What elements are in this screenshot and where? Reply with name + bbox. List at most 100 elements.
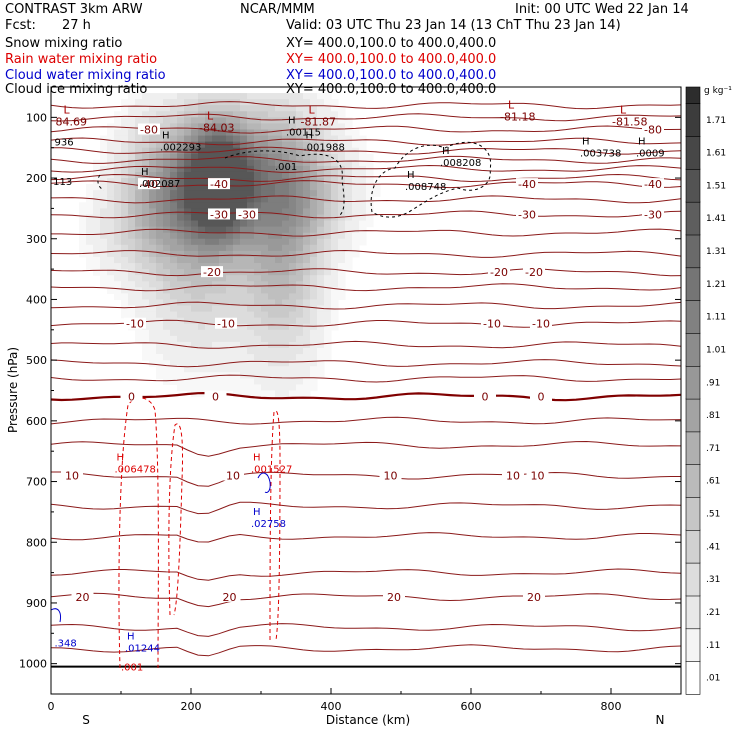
snow-cell (135, 305, 143, 313)
snow-cell (282, 275, 290, 282)
snow-cell (268, 348, 276, 355)
snow-cell (289, 269, 297, 276)
colorbar-level-label: 1.71 (706, 116, 726, 126)
low-value-label: -81.87 (301, 115, 336, 128)
snow-cell (212, 250, 220, 258)
snow-cell (240, 250, 248, 258)
snow-cell (212, 244, 220, 252)
snow-cell (233, 111, 241, 118)
snow-cell (233, 232, 241, 240)
snow-cell (149, 117, 157, 125)
isotherm-line (51, 391, 681, 402)
snow-cell (149, 341, 157, 349)
snow-cell (345, 117, 353, 125)
snow-cell (170, 244, 178, 252)
snow-cell (191, 360, 199, 367)
snow-cell (205, 147, 213, 155)
snow-cell (170, 129, 178, 137)
colorbar-swatch (685, 628, 701, 662)
snow-cell (177, 311, 185, 319)
snow-cell (184, 269, 192, 276)
snow-cell (289, 390, 297, 398)
snow-cell (100, 281, 108, 288)
snow-cell (247, 250, 255, 258)
snow-cell (128, 147, 136, 155)
snow-cell (310, 123, 318, 131)
snow-cell (135, 99, 143, 106)
snow-cell (331, 263, 339, 270)
snow-cell (191, 135, 199, 143)
snow-cell (156, 341, 164, 349)
y-tick-label: 300 (26, 233, 47, 246)
snow-cell (163, 141, 171, 149)
snow-cell (191, 299, 199, 307)
snow-cell (156, 105, 164, 112)
snow-cell (296, 117, 304, 125)
snow-cell (282, 117, 290, 125)
snow-cell (268, 220, 276, 228)
snow-cell (149, 220, 157, 228)
snow-cell (205, 159, 213, 167)
snow-cell (219, 232, 227, 240)
snow-cell (275, 348, 283, 355)
temperature-label: -40 (518, 178, 536, 191)
snow-cell (212, 287, 220, 294)
snow-cell (149, 159, 157, 167)
snow-cell (107, 178, 115, 185)
snow-cell (345, 184, 353, 191)
snow-cell (331, 317, 339, 325)
snow-cell (359, 190, 367, 197)
snow-cell (289, 141, 297, 149)
snow-cell (352, 220, 360, 228)
snow-cell (303, 208, 311, 216)
snow-cell (282, 263, 290, 270)
snow-cell (261, 117, 269, 125)
snow-cell (289, 117, 297, 125)
snow-cell (191, 335, 199, 343)
snow-cell (282, 384, 290, 392)
snow-cell (184, 93, 192, 100)
snow-cell (233, 196, 241, 203)
snow-cell (240, 220, 248, 228)
snow-cell (338, 226, 346, 234)
snow-cell (205, 117, 213, 125)
snow-cell (303, 220, 311, 228)
snow-cell (198, 384, 206, 392)
colorbar-level-label: 1.11 (706, 313, 726, 323)
snow-cell (352, 226, 360, 234)
snow-cell (331, 256, 339, 264)
snow-cell (170, 190, 178, 197)
snow-cell (254, 378, 262, 386)
snow-cell (282, 354, 290, 361)
snow-cell (107, 208, 115, 216)
snow-cell (212, 171, 220, 179)
snow-cell (100, 208, 108, 216)
snow-cell (100, 165, 108, 173)
snow-cell (226, 341, 234, 349)
snow-cell (303, 165, 311, 173)
snow-cell (289, 384, 297, 392)
snow-cell (184, 299, 192, 307)
snow-cell (191, 117, 199, 125)
snow-cell (170, 202, 178, 209)
snow-cell (170, 269, 178, 276)
snow-cell (121, 171, 129, 179)
snow-cell (100, 220, 108, 228)
snow-cell (170, 123, 178, 131)
snow-cell (135, 232, 143, 240)
snow-cell (303, 159, 311, 167)
snow-cell (282, 366, 290, 373)
snow-cell (142, 214, 150, 222)
high-marker: H (253, 507, 261, 518)
y-tick-label: 400 (26, 293, 47, 306)
snow-cell (163, 305, 171, 313)
snow-cell (310, 378, 318, 386)
snow-cell (296, 360, 304, 367)
snow-cell (310, 372, 318, 379)
snow-cell (191, 202, 199, 209)
snow-cell (303, 105, 311, 112)
snow-cell (303, 93, 311, 100)
contour-label-bg (642, 123, 664, 135)
snow-cell (198, 117, 206, 125)
snow-cell (233, 202, 241, 209)
